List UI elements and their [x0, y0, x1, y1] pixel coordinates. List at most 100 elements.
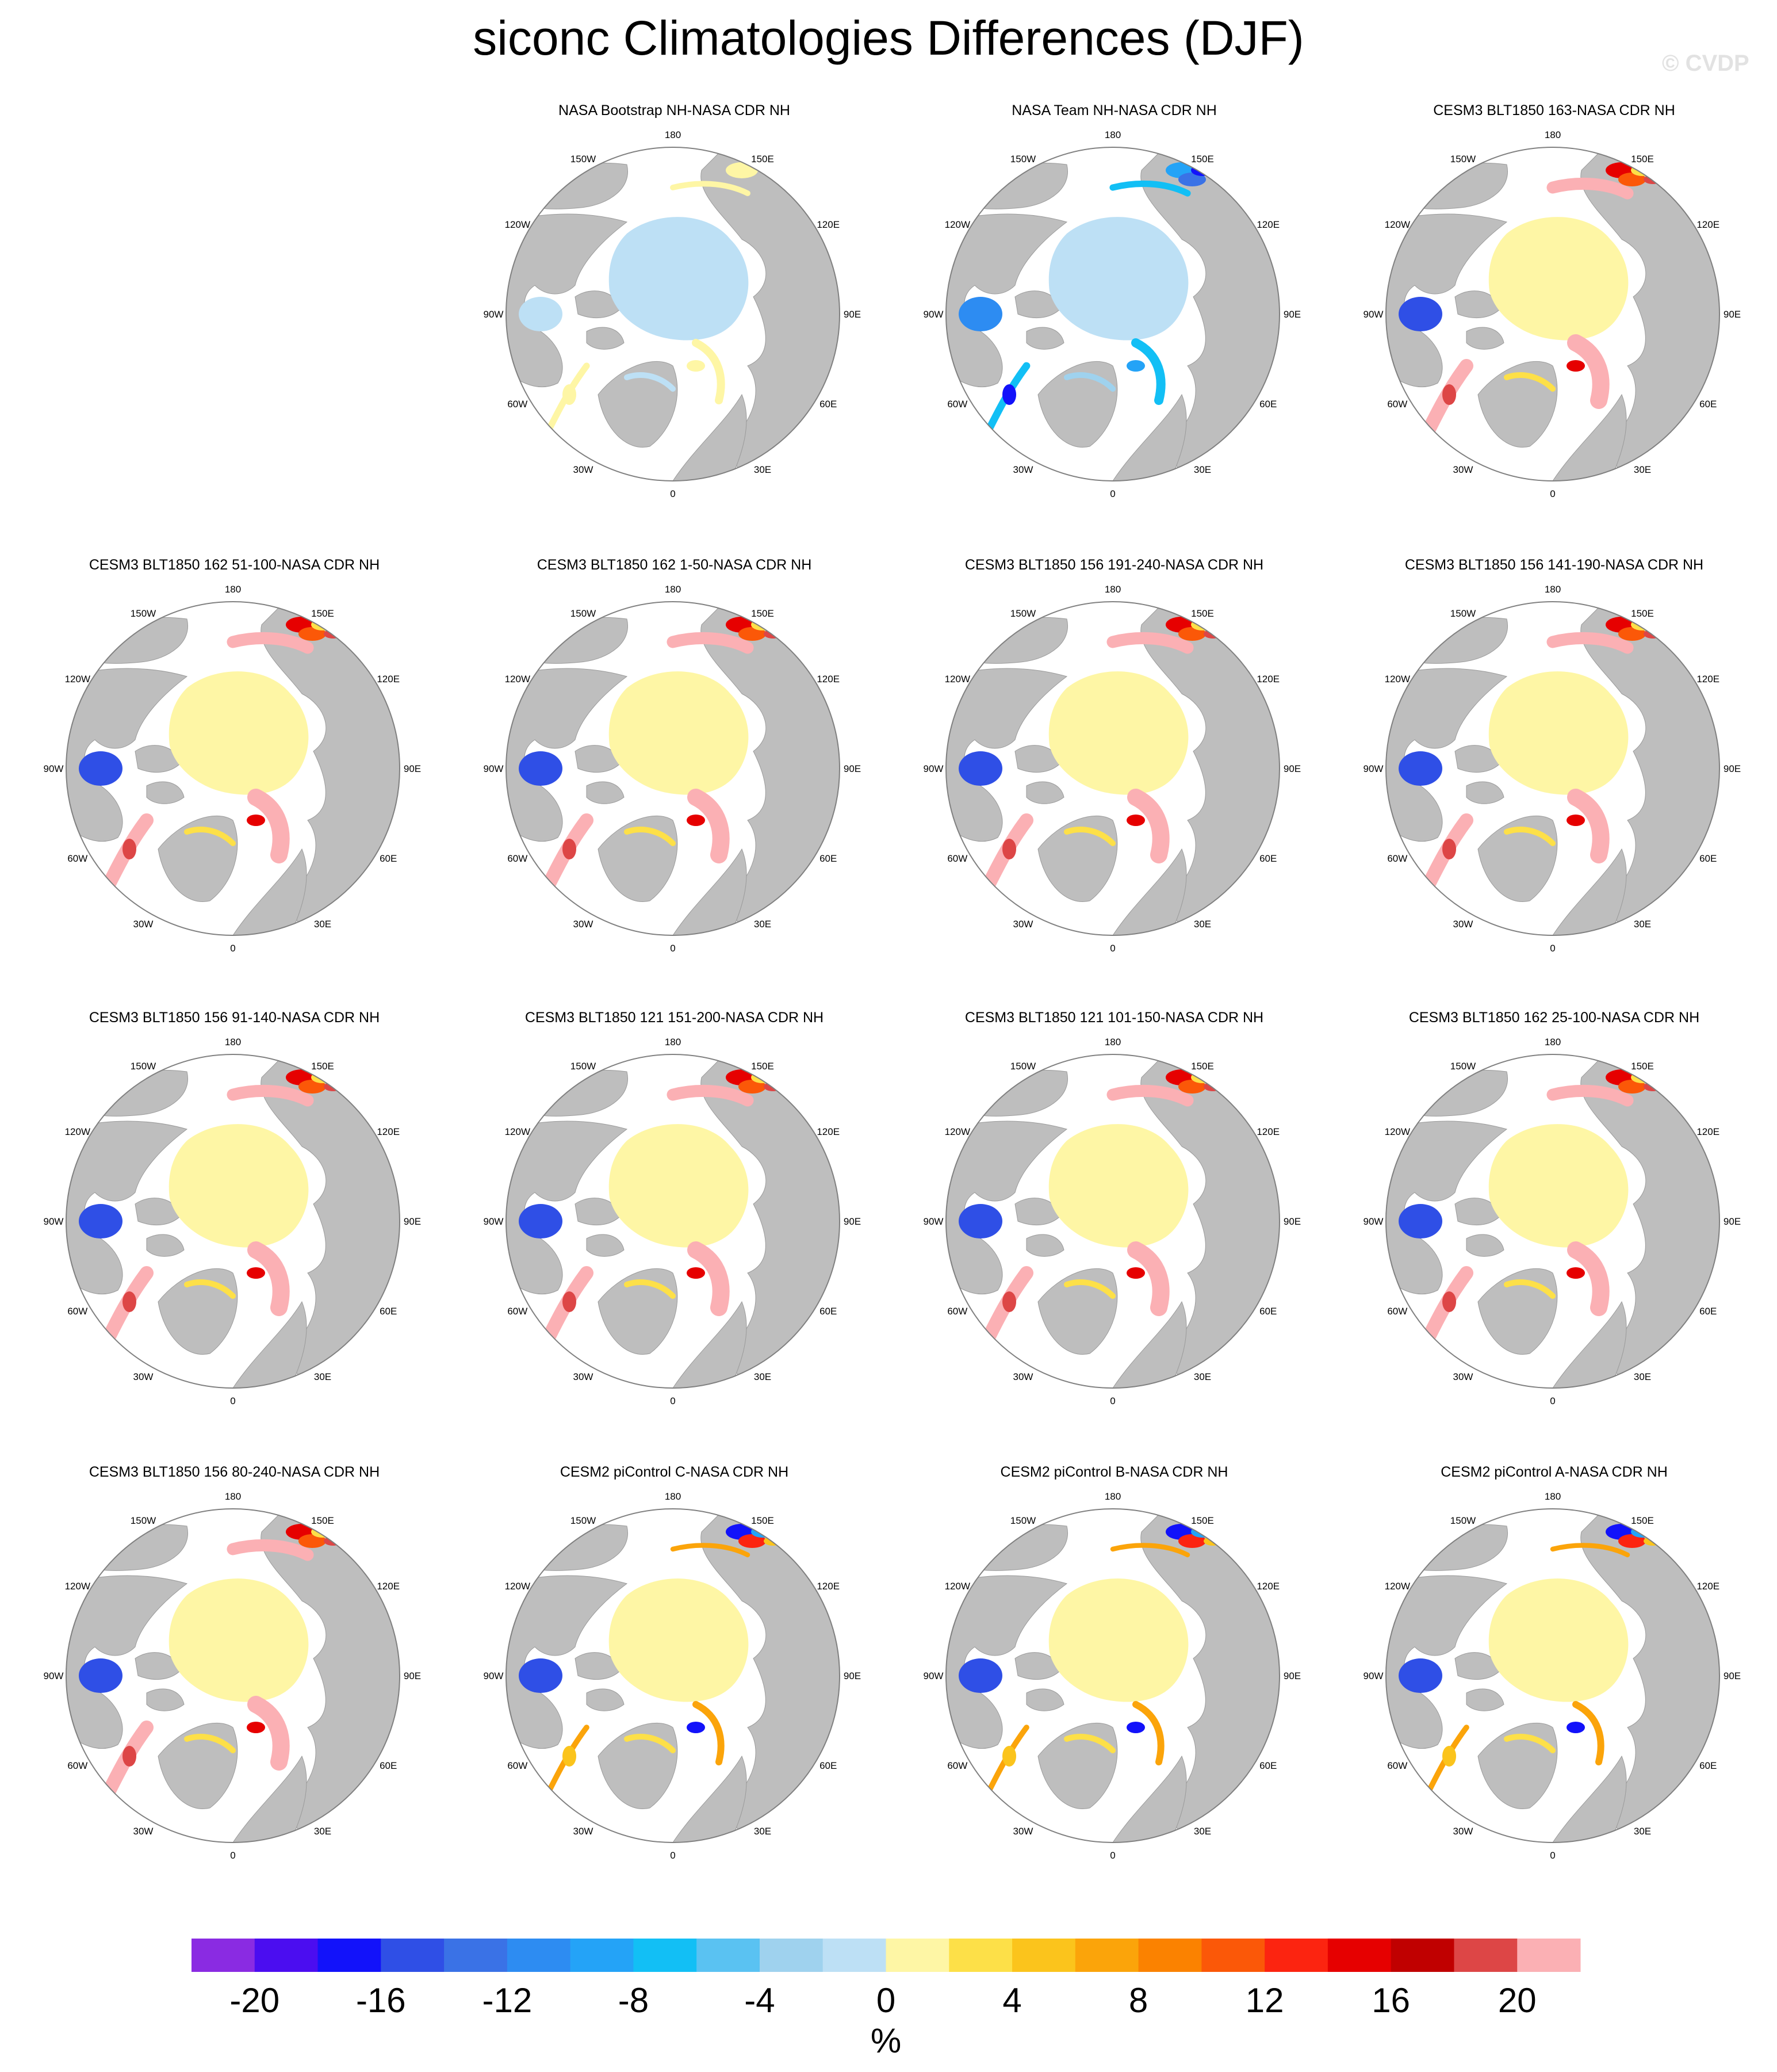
map-panel: CESM3 BLT1850 156 91-140-NASA CDR NH 180 1… [14, 1010, 454, 1464]
polar-map: 180 150E 120E 90E 60E 30E 0 30W 60W 90W 120W 150W [924, 129, 1301, 499]
lon-label: 120W [1385, 1126, 1410, 1137]
lon-label: 0 [1110, 1850, 1115, 1861]
lon-label: 30W [1013, 464, 1033, 475]
lon-label: 150E [1631, 1515, 1654, 1526]
map-panel: CESM2 piControl A-NASA CDR NH 180 150E 120E… [1334, 1464, 1774, 1918]
lon-label: 150W [131, 1515, 156, 1526]
lon-label: 120W [1385, 674, 1410, 685]
lon-label: 30W [573, 1826, 593, 1837]
colorbar-box [1138, 1939, 1202, 1972]
colorbar-box [1391, 1939, 1454, 1972]
map-panel: CESM3 BLT1850 162 25-100-NASA CDR NH 180 1… [1334, 1010, 1774, 1464]
lon-label: 120E [377, 1581, 400, 1592]
colorbar-tick-label: 0 [876, 1981, 895, 2020]
lon-label: 60E [819, 1760, 837, 1771]
lon-label: 30W [1453, 464, 1473, 475]
colorbar-box [1201, 1939, 1265, 1972]
lon-label: 60W [1387, 1306, 1407, 1317]
lon-label: 30E [1194, 919, 1211, 930]
lon-label: 150E [1191, 154, 1214, 165]
lon-label: 150E [311, 1061, 334, 1072]
lon-label: 0 [1550, 1396, 1555, 1406]
lon-label: 120E [1696, 1581, 1719, 1592]
lon-label: 30E [314, 1826, 331, 1837]
colorbar-box [1012, 1939, 1076, 1972]
lon-label: 150W [1450, 608, 1476, 619]
lon-label: 90E [1284, 309, 1301, 320]
lon-label: 60W [947, 399, 967, 410]
panel-title: CESM3 BLT1850 121 151-200-NASA CDR NH [524, 1010, 824, 1026]
panel-title: NASA Team NH-NASA CDR NH [1012, 102, 1217, 118]
lon-label: 0 [1550, 488, 1555, 499]
lon-label: 30E [1194, 1371, 1211, 1382]
lon-label: 30E [1194, 1826, 1211, 1837]
colorbar-box [444, 1939, 508, 1972]
lon-label: 30E [754, 1826, 771, 1837]
lon-label: 180 [665, 584, 681, 595]
lon-label: 150E [751, 1061, 774, 1072]
lon-label: 30W [133, 1826, 154, 1837]
lon-label: 120E [817, 1126, 840, 1137]
map-panel: CESM3 BLT1850 156 80-240-NASA CDR NH 180 1… [14, 1464, 454, 1918]
lon-label: 90E [844, 1216, 861, 1227]
colorbar-box [1327, 1939, 1392, 1972]
polar-map: 180 150E 120E 90E 60E 30E 0 30W 60W 90W 120W 150W [1364, 1491, 1741, 1861]
lon-label: 180 [665, 129, 681, 140]
lon-label: 60E [1259, 1306, 1277, 1317]
colorbar-box [1265, 1939, 1328, 1972]
lon-label: 60E [819, 853, 837, 864]
lon-label: 90W [924, 1216, 944, 1227]
lon-label: 120E [1257, 219, 1280, 230]
lon-label: 30E [1634, 1826, 1651, 1837]
lon-label: 60W [507, 399, 527, 410]
lon-label: 150E [1631, 1061, 1654, 1072]
lon-label: 30W [1453, 1826, 1473, 1837]
lon-label: 120E [1696, 219, 1719, 230]
lon-label: 150E [751, 1515, 774, 1526]
panel-title: CESM2 piControl A-NASA CDR NH [1441, 1464, 1668, 1480]
colorbar-box [254, 1939, 319, 1972]
lon-label: 0 [670, 1396, 675, 1406]
polar-map: 180 150E 120E 90E 60E 30E 0 30W 60W 90W 120W 150W [484, 129, 861, 499]
lon-label: 120W [505, 1581, 530, 1592]
polar-map: 180 150E 120E 90E 60E 30E 0 30W 60W 90W 120W 150W [484, 1037, 861, 1406]
map-panel: CESM3 BLT1850 162 1-50-NASA CDR NH 180 150… [454, 557, 894, 1011]
lon-label: 120E [1257, 674, 1280, 685]
colorbar-tick-label: 12 [1246, 1981, 1284, 2020]
panel-title: CESM3 BLT1850 162 25-100-NASA CDR NH [1408, 1010, 1700, 1026]
lon-label: 30E [754, 1371, 771, 1382]
lon-label: 60W [1387, 853, 1407, 864]
lon-label: 120E [377, 1126, 400, 1137]
lon-label: 30W [573, 464, 593, 475]
lon-label: 180 [1545, 129, 1561, 140]
lon-label: 120E [1696, 674, 1719, 685]
lon-label: 60E [380, 853, 397, 864]
lon-label: 90E [404, 1216, 421, 1227]
lon-label: 90W [484, 309, 504, 320]
lon-label: 150W [570, 1061, 596, 1072]
lon-label: 30E [1634, 1371, 1651, 1382]
lon-label: 60E [1699, 399, 1717, 410]
lon-label: 60W [67, 1306, 87, 1317]
colorbar-box [570, 1939, 634, 1972]
lon-label: 150W [1010, 154, 1036, 165]
lon-label: 180 [225, 1037, 241, 1048]
lon-label: 60E [380, 1760, 397, 1771]
lon-label: 60W [67, 1760, 87, 1771]
map-panel: CESM2 piControl B-NASA CDR NH 180 150E 120E… [894, 1464, 1334, 1918]
lon-label: 90E [1724, 1670, 1741, 1681]
lon-label: 60E [1259, 399, 1277, 410]
colorbar-box [1517, 1939, 1581, 1972]
lon-label: 150W [1450, 154, 1476, 165]
polar-map: 180 150E 120E 90E 60E 30E 0 30W 60W 90W 120W 150W [44, 1037, 422, 1406]
lon-label: 30W [573, 1371, 593, 1382]
lon-label: 90W [924, 763, 944, 774]
lon-label: 60E [819, 399, 837, 410]
lon-label: 120E [817, 219, 840, 230]
lon-label: 0 [1110, 1396, 1115, 1406]
lon-label: 150E [311, 608, 334, 619]
panel-title: CESM3 BLT1850 162 51-100-NASA CDR NH [89, 557, 380, 573]
lon-label: 120E [817, 1581, 840, 1592]
colorbar-unit: % [871, 2021, 901, 2060]
panel-title: CESM2 piControl C-NASA CDR NH [560, 1464, 789, 1480]
